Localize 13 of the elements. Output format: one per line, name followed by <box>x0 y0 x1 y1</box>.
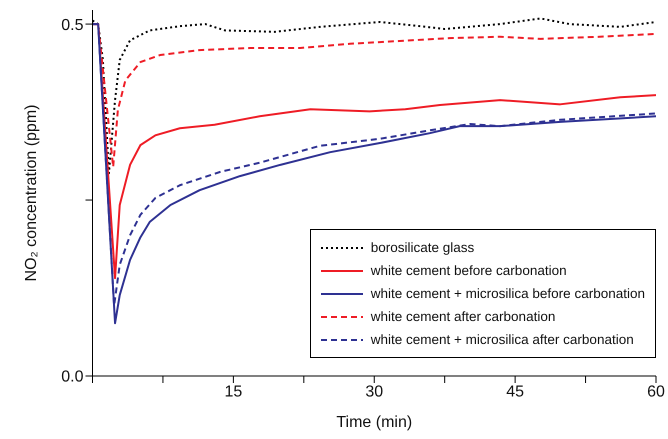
legend-label: white cement + microsilica before carbonation <box>370 286 645 301</box>
x-tick-label: 60 <box>647 383 665 400</box>
legend-label: white cement before carbonation <box>370 263 567 278</box>
x-tick-label: 45 <box>506 383 524 400</box>
x-axis-title: Time (min) <box>336 414 412 431</box>
y-tick-label: 0.0 <box>61 368 84 386</box>
x-tick-label: 15 <box>224 383 242 400</box>
y-tick-label: 0.5 <box>61 16 84 34</box>
legend-label: white cement after carbonation <box>370 309 556 324</box>
x-tick-label: 30 <box>365 383 384 400</box>
legend-label: borosilicate glass <box>370 240 474 255</box>
legend-label: white cement + microsilica after carbonation <box>370 332 634 347</box>
y-axis-title: NO₂ concentration (ppm) <box>23 104 40 282</box>
